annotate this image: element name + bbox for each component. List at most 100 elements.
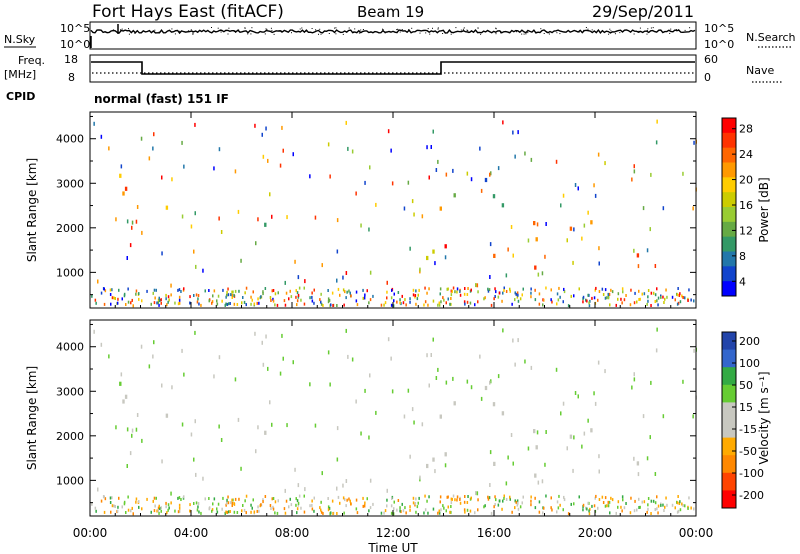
power-noise-mark [679, 292, 681, 296]
noise-search-dot [463, 27, 465, 29]
noise-search-dot [646, 30, 648, 31]
x-tick-label: 20:00 [578, 526, 613, 540]
power-noise-mark [189, 295, 191, 299]
velocity-sparse-mark [407, 388, 410, 393]
velocity-noise-mark [534, 506, 537, 510]
power-sparse-mark [489, 242, 492, 247]
velocity-mark [122, 399, 125, 404]
power-sparse-mark [345, 120, 347, 125]
power-noise-mark [674, 298, 676, 302]
velocity-noise-mark [677, 495, 679, 498]
power-sparse-mark [541, 271, 544, 276]
velocity-sparse-mark [262, 362, 265, 367]
power-noise-mark [146, 289, 148, 293]
colorbar-segment [722, 490, 736, 509]
power-sparse-mark [267, 158, 269, 163]
power-noise-mark [195, 293, 198, 297]
velocity-noise-mark [332, 512, 334, 515]
power-sparse-mark [261, 132, 263, 137]
velocity-sparse-mark [512, 338, 514, 343]
power-noise-mark [157, 301, 160, 305]
velocity-noise-mark [285, 499, 288, 503]
velocity-sparse-mark [598, 469, 600, 474]
velocity-sparse-mark [583, 431, 586, 436]
velocity-noise-mark [153, 496, 156, 500]
velocity-noise-mark [604, 504, 607, 508]
velocity-noise-mark [250, 503, 252, 507]
velocity-mark [264, 430, 267, 435]
power-mark [426, 255, 429, 261]
velocity-noise-mark [604, 496, 607, 500]
power-noise-mark [477, 300, 479, 304]
power-noise-mark [450, 293, 453, 297]
velocity-sparse-mark [190, 432, 193, 437]
power-sparse-mark [284, 280, 286, 285]
noise-search-dot [525, 33, 527, 35]
power-noise-mark [297, 293, 300, 297]
velocity-sparse-mark [489, 450, 492, 455]
power-noise-mark [515, 292, 517, 296]
power-noise-mark [344, 290, 346, 294]
velocity-noise-mark [271, 497, 273, 501]
power-noise-mark [414, 294, 417, 297]
noise-search-dot [527, 32, 529, 34]
velocity-noise-mark [509, 495, 511, 499]
power-colorbar-label: Power [dB] [757, 177, 771, 242]
power-noise-mark [677, 287, 679, 290]
noise-search-dot [319, 28, 321, 30]
power-sparse-mark [141, 230, 143, 235]
velocity-sparse-mark [562, 401, 565, 406]
power-sparse-mark [336, 249, 339, 254]
velocity-noise-mark [346, 498, 348, 502]
velocity-noise-mark [545, 494, 547, 498]
noise-search-dot [619, 32, 621, 34]
noise-search-dot [508, 32, 510, 34]
velocity-noise-mark [617, 505, 619, 509]
power-noise-mark [443, 298, 445, 302]
velocity-noise-mark [309, 504, 311, 508]
power-noise-mark [303, 286, 305, 290]
power-sparse-mark [530, 157, 533, 162]
velocity-colorbar-label: Velocity [m s⁻¹] [757, 371, 771, 464]
colorbar-tick-label: 16 [739, 199, 753, 212]
noise-search-dot [460, 29, 462, 31]
velocity-noise-mark [127, 495, 129, 499]
power-noise-mark [538, 302, 541, 306]
power-noise-mark [284, 303, 287, 307]
power-noise-mark [231, 296, 233, 299]
velocity-noise-mark [450, 505, 452, 508]
power-noise-mark [630, 288, 632, 292]
power-mark [590, 220, 593, 225]
power-noise-mark [132, 304, 134, 308]
power-noise-mark [633, 301, 636, 305]
power-noise-mark [437, 303, 439, 307]
power-noise-mark [167, 300, 169, 304]
velocity-noise-mark [138, 500, 140, 504]
power-noise-mark [135, 289, 138, 293]
power-noise-mark [183, 287, 185, 291]
velocity-noise-mark [487, 497, 490, 501]
velocity-sparse-mark [452, 376, 454, 381]
power-noise-mark [216, 299, 218, 303]
velocity-noise-mark [118, 496, 120, 500]
power-noise-mark [250, 302, 252, 306]
noise-search-dot [154, 29, 156, 31]
velocity-noise-mark [438, 509, 440, 513]
velocity-sparse-mark [183, 372, 185, 377]
power-ylabel: Slant Range [km] [25, 158, 39, 262]
velocity-noise-mark [274, 511, 276, 515]
power-noise-mark [264, 287, 267, 290]
velocity-sparse-mark [476, 491, 479, 496]
noise-search-dot [360, 29, 362, 31]
velocity-noise-mark [231, 498, 233, 502]
y-tick-label: 4000 [56, 133, 84, 146]
velocity-noise-mark [664, 505, 666, 509]
colorbar-segment [722, 332, 736, 351]
velocity-noise-mark [216, 510, 219, 514]
noise-search-dot [467, 30, 469, 32]
velocity-noise-mark [298, 494, 301, 498]
power-noise-mark [409, 297, 411, 301]
colorbar-segment [722, 236, 736, 252]
velocity-sparse-mark [329, 382, 331, 387]
